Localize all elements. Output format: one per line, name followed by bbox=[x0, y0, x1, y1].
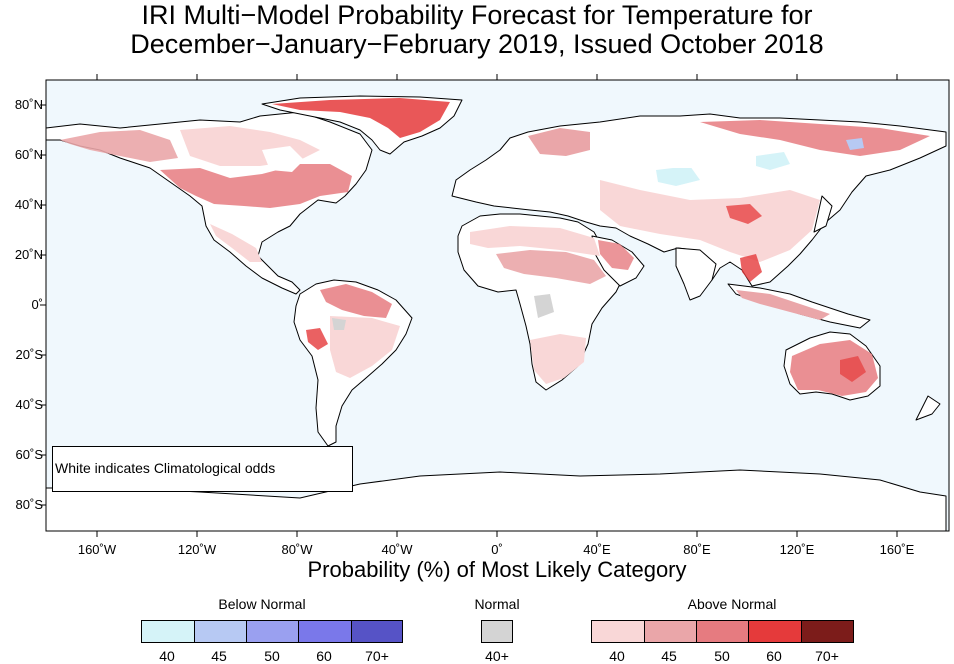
shade-amazon-50 bbox=[320, 284, 392, 318]
shade-greenland-60 bbox=[272, 98, 450, 138]
lat-label-60n: 60˚N bbox=[14, 147, 43, 162]
shade-asia-40 bbox=[600, 180, 820, 262]
map-ticks bbox=[40, 74, 898, 537]
lon-label-80w: 80˚W bbox=[281, 542, 313, 557]
shade-brazil-40 bbox=[330, 316, 400, 378]
map-title-line1: IRI Multi−Model Probability Forecast for… bbox=[141, 0, 813, 30]
shade-kazakh-white bbox=[620, 144, 740, 168]
shade-australia-60 bbox=[840, 356, 866, 382]
legend-above-label-70: 70+ bbox=[815, 648, 839, 664]
shade-africa-40 bbox=[470, 226, 600, 256]
lat-label-40s: 40˚S bbox=[15, 397, 43, 412]
shade-mexico-40 bbox=[210, 224, 262, 262]
shade-africa-normal bbox=[534, 294, 554, 318]
shade-canada-50 bbox=[160, 164, 352, 208]
shade-china-60 bbox=[726, 204, 762, 224]
probability-axis-title: Probability (%) of Most Likely Category bbox=[307, 557, 687, 582]
legend-above-label-60: 60 bbox=[766, 648, 782, 664]
legend-below-swatch-70 bbox=[351, 620, 403, 643]
lon-label-160e: 160˚E bbox=[879, 542, 915, 557]
lon-label-40e: 40˚E bbox=[583, 542, 611, 557]
legend-normal-title: Normal bbox=[474, 596, 520, 612]
legend-above-swatch-70 bbox=[801, 620, 854, 643]
shade-sahel-45 bbox=[496, 250, 606, 284]
legend-below-label-60: 60 bbox=[316, 648, 332, 664]
forecast-shading bbox=[60, 98, 930, 396]
shade-central-asia-below bbox=[656, 166, 700, 186]
legend-below-label-50: 50 bbox=[264, 648, 280, 664]
shade-southafrica-40 bbox=[530, 334, 586, 384]
legend-below-title: Below Normal bbox=[218, 596, 306, 612]
lat-label-80n: 80˚N bbox=[14, 97, 43, 112]
legend-normal-label: 40+ bbox=[485, 648, 509, 664]
legend-below-label-45: 45 bbox=[211, 648, 227, 664]
climatology-note: White indicates Climatological odds bbox=[52, 446, 353, 492]
shade-kamchatka-below bbox=[846, 138, 864, 150]
legend-below-label-40: 40 bbox=[159, 648, 175, 664]
legend-above-label-40: 40 bbox=[609, 648, 625, 664]
india bbox=[675, 247, 717, 301]
japan bbox=[813, 195, 833, 233]
lat-label-80s: 80˚S bbox=[15, 497, 43, 512]
lat-label-40n: 40˚N bbox=[14, 197, 43, 212]
shade-hudson bbox=[262, 146, 304, 172]
lon-label-160w: 160˚W bbox=[77, 542, 117, 557]
shade-alaska-45 bbox=[60, 130, 178, 162]
lon-label-80e: 80˚E bbox=[683, 542, 711, 557]
map-title-line2: December−January−February 2019, Issued O… bbox=[130, 29, 824, 59]
legend-below-swatch-40 bbox=[141, 620, 195, 643]
lat-label-0: 0˚ bbox=[31, 297, 43, 312]
shade-seasia-60 bbox=[740, 254, 762, 282]
lat-label-20n: 20˚N bbox=[14, 247, 43, 262]
legend-above-swatch-45 bbox=[644, 620, 697, 643]
legend-below-swatch-45 bbox=[194, 620, 247, 643]
lat-label-60s: 60˚S bbox=[15, 447, 43, 462]
legend-below-swatch-60 bbox=[298, 620, 352, 643]
shade-siberia-50 bbox=[700, 120, 930, 156]
lon-label-120w: 120˚W bbox=[177, 542, 217, 557]
lon-label-120e: 120˚E bbox=[779, 542, 815, 557]
legend-above-swatch-50 bbox=[696, 620, 749, 643]
lon-label-0: 0˚ bbox=[491, 542, 503, 557]
legend-above-swatch-60 bbox=[748, 620, 802, 643]
shade-sa-normal bbox=[332, 318, 346, 330]
legend-above-swatch-40 bbox=[591, 620, 645, 643]
legend-normal-swatch bbox=[481, 620, 513, 643]
legend-below-swatch-50 bbox=[246, 620, 299, 643]
shade-arabia-50 bbox=[598, 240, 634, 270]
shade-australia-50 bbox=[790, 340, 878, 396]
lon-label-40w: 40˚W bbox=[381, 542, 413, 557]
lat-label-20s: 20˚S bbox=[15, 347, 43, 362]
legend-above-title: Above Normal bbox=[687, 596, 777, 612]
shade-mongolia-below bbox=[756, 152, 790, 170]
new-zealand bbox=[915, 395, 941, 421]
shade-scandinavia-45 bbox=[528, 128, 590, 156]
legend-below-label-70: 70+ bbox=[365, 648, 389, 664]
shade-peru-60 bbox=[306, 328, 328, 350]
antarctica bbox=[45, 469, 947, 532]
legend-above-label-45: 45 bbox=[661, 648, 677, 664]
shade-indonesia-45 bbox=[736, 290, 830, 320]
legend-above-label-50: 50 bbox=[714, 648, 730, 664]
